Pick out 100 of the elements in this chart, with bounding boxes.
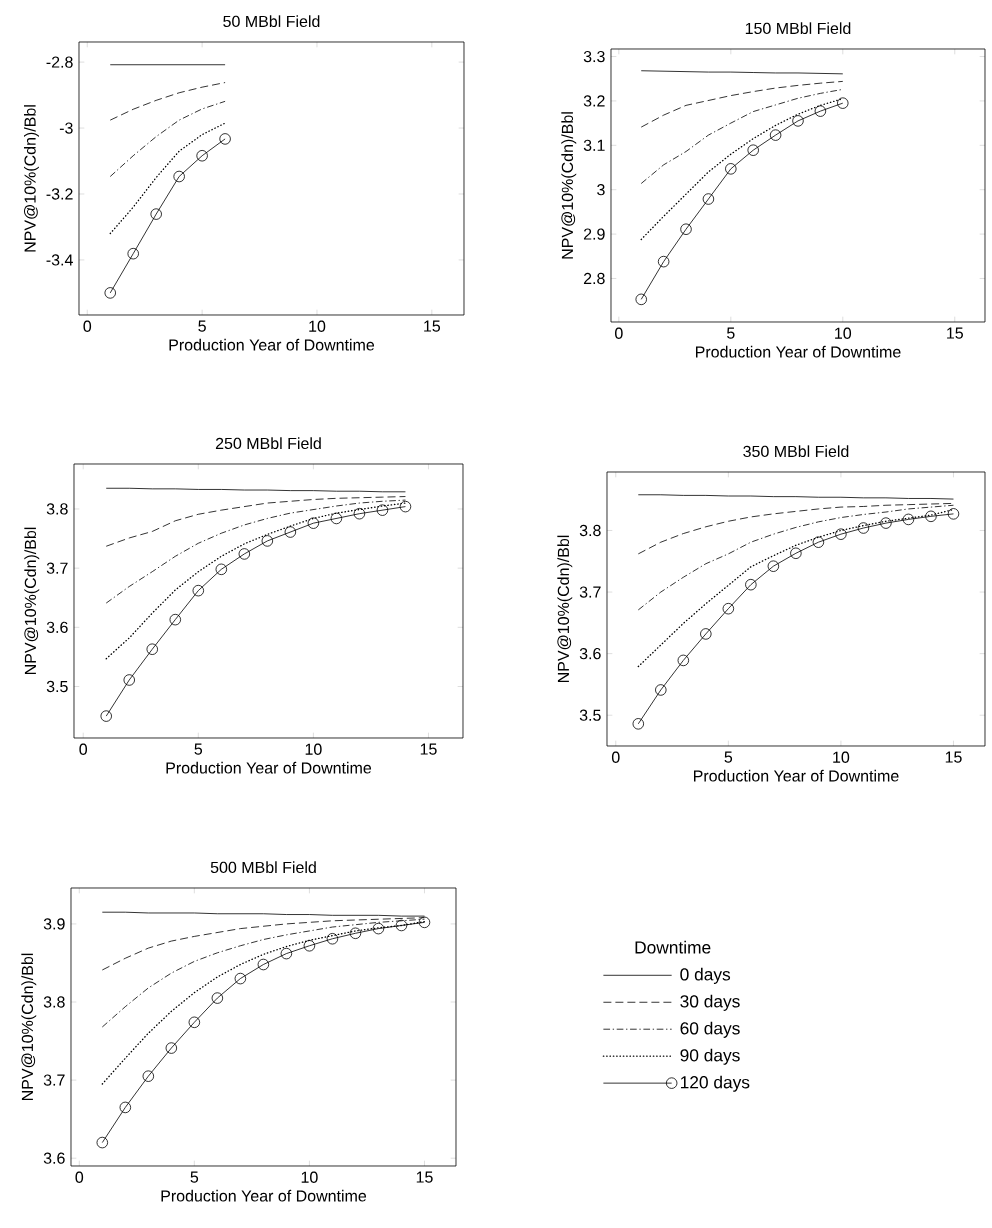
y-tick-label: -3 bbox=[59, 122, 73, 134]
point bbox=[632, 718, 645, 730]
line-series bbox=[109, 122, 226, 235]
point bbox=[395, 919, 408, 932]
point bbox=[399, 500, 412, 513]
point bbox=[812, 536, 825, 548]
y-tick-label: 3.9 bbox=[43, 918, 65, 930]
x-tick-label: 5 bbox=[198, 320, 206, 332]
point bbox=[353, 507, 366, 520]
y-axis-title: NPV@10%(Cdn)/Bbl bbox=[24, 527, 40, 675]
point bbox=[119, 1101, 132, 1114]
point bbox=[326, 933, 339, 945]
point bbox=[702, 193, 715, 205]
point bbox=[349, 927, 362, 940]
y-tick-label: -2.8 bbox=[46, 56, 73, 68]
point bbox=[219, 133, 231, 145]
x-tick-label: 0 bbox=[83, 320, 92, 332]
y-tick-label: 3.6 bbox=[579, 647, 601, 660]
point bbox=[792, 115, 804, 127]
y-tick-label: 3.6 bbox=[46, 621, 68, 633]
x-axis-title: Production Year of Downtime bbox=[169, 338, 375, 351]
point bbox=[215, 563, 228, 576]
legend-label: 60 days bbox=[680, 1021, 740, 1038]
point bbox=[150, 208, 162, 220]
chart-title: 250 MBbl Field bbox=[215, 437, 321, 450]
point bbox=[657, 255, 670, 268]
x-tick-label: 10 bbox=[301, 1171, 318, 1183]
y-tick-label: 3.7 bbox=[43, 1074, 65, 1086]
x-axis-title: Production Year of Downtime bbox=[696, 345, 901, 358]
point bbox=[330, 512, 343, 525]
y-tick-label: 3.2 bbox=[583, 95, 605, 107]
point bbox=[902, 513, 915, 526]
x-tick-label: 5 bbox=[194, 743, 203, 755]
chart-title: 500 MBbl Field bbox=[210, 861, 316, 874]
x-tick-label: 0 bbox=[75, 1171, 84, 1183]
x-tick-label: 10 bbox=[835, 327, 852, 339]
chart-title: 150 MBbl Field bbox=[745, 22, 851, 35]
x-tick-label: 15 bbox=[420, 743, 437, 755]
x-axis-title: Production Year of Downtime bbox=[694, 769, 899, 782]
line-series bbox=[640, 88, 844, 184]
point bbox=[372, 922, 385, 935]
point bbox=[238, 548, 251, 560]
legend-label: 30 days bbox=[680, 994, 740, 1011]
x-tick-label: 15 bbox=[416, 1171, 433, 1183]
point bbox=[376, 504, 389, 516]
point bbox=[880, 517, 892, 529]
y-tick-label: -3.2 bbox=[46, 188, 73, 200]
y-axis-title: NPV@10%(Cdn)/Bbl bbox=[24, 105, 39, 252]
legend-label: 120 days bbox=[680, 1075, 750, 1092]
y-axis-title: NPV@10%(Cdn)/Bbl bbox=[21, 953, 37, 1101]
point bbox=[747, 144, 759, 156]
x-tick-label: 0 bbox=[611, 751, 620, 763]
point bbox=[261, 535, 274, 547]
point bbox=[635, 293, 647, 306]
y-tick-label: -3.4 bbox=[46, 254, 73, 266]
point bbox=[655, 684, 667, 696]
y-tick-label: 3.3 bbox=[583, 50, 605, 63]
point bbox=[123, 674, 135, 686]
x-tick-label: 5 bbox=[724, 751, 733, 763]
point bbox=[722, 602, 735, 615]
y-tick-label: 3.1 bbox=[583, 139, 605, 151]
point bbox=[100, 710, 112, 722]
x-tick-label: 5 bbox=[727, 327, 735, 339]
point bbox=[835, 528, 847, 540]
point bbox=[284, 526, 297, 538]
y-tick-label: 3.7 bbox=[579, 586, 601, 598]
legend-label: 0 days bbox=[680, 967, 731, 984]
point bbox=[104, 287, 116, 299]
x-tick-label: 10 bbox=[309, 320, 326, 332]
point bbox=[857, 522, 870, 534]
x-tick-label: 10 bbox=[833, 751, 850, 763]
point bbox=[677, 654, 690, 667]
point bbox=[146, 643, 158, 655]
point bbox=[142, 1070, 155, 1082]
y-tick-label: 3.8 bbox=[46, 503, 68, 515]
chart-title: 350 MBbl Field bbox=[743, 445, 849, 458]
point bbox=[725, 163, 737, 175]
point bbox=[745, 578, 757, 591]
x-tick-label: 0 bbox=[79, 743, 88, 755]
point bbox=[307, 517, 320, 529]
y-axis-title: NPV@10%(Cdn)/Bbl bbox=[561, 112, 577, 259]
point bbox=[303, 940, 316, 952]
point bbox=[700, 628, 712, 640]
x-tick-label: 15 bbox=[424, 320, 441, 332]
point bbox=[280, 947, 293, 960]
point bbox=[169, 613, 182, 626]
point bbox=[192, 584, 205, 597]
point bbox=[196, 150, 208, 162]
x-tick-label: 10 bbox=[305, 743, 322, 755]
x-tick-label: 15 bbox=[947, 327, 963, 339]
y-tick-label: 3.8 bbox=[579, 524, 601, 537]
point bbox=[127, 247, 139, 260]
point bbox=[769, 129, 782, 141]
x-tick-label: 5 bbox=[190, 1171, 199, 1183]
point bbox=[947, 508, 960, 520]
point bbox=[234, 972, 247, 985]
y-tick-label: 3.6 bbox=[43, 1152, 65, 1164]
line-series bbox=[109, 82, 226, 121]
x-tick-label: 0 bbox=[615, 327, 623, 339]
legend-title: Downtime bbox=[635, 940, 711, 954]
